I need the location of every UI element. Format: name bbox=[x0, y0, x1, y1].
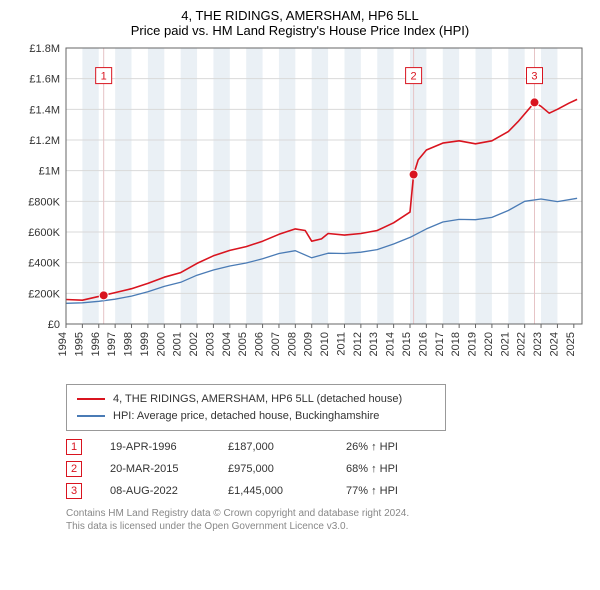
transaction-row: 3 08-AUG-2022 £1,445,000 77% ↑ HPI bbox=[66, 483, 588, 499]
legend-label: HPI: Average price, detached house, Buck… bbox=[113, 408, 379, 425]
transaction-date: 20-MAR-2015 bbox=[110, 463, 200, 475]
svg-text:£1.2M: £1.2M bbox=[29, 135, 60, 147]
legend-row: HPI: Average price, detached house, Buck… bbox=[77, 408, 435, 425]
title-line1: 4, THE RIDINGS, AMERSHAM, HP6 5LL bbox=[12, 8, 588, 23]
svg-text:2003: 2003 bbox=[204, 332, 216, 356]
svg-text:2019: 2019 bbox=[467, 332, 479, 356]
svg-text:1: 1 bbox=[101, 71, 107, 83]
svg-text:2009: 2009 bbox=[303, 332, 315, 356]
svg-text:1997: 1997 bbox=[106, 332, 118, 356]
legend-label: 4, THE RIDINGS, AMERSHAM, HP6 5LL (detac… bbox=[113, 391, 402, 408]
svg-text:2025: 2025 bbox=[565, 332, 577, 356]
chart: £0 £200K £400K £600K £800K £1M £1.2M £1.4M £1.6M… bbox=[12, 44, 588, 374]
svg-text:2014: 2014 bbox=[385, 332, 397, 356]
svg-text:2002: 2002 bbox=[188, 332, 200, 356]
legend-swatch bbox=[77, 398, 105, 400]
transaction-delta: 26% ↑ HPI bbox=[346, 441, 436, 453]
svg-text:2011: 2011 bbox=[335, 332, 347, 356]
footnote-line2: This data is licensed under the Open Gov… bbox=[66, 520, 588, 533]
svg-text:2007: 2007 bbox=[270, 332, 282, 356]
svg-text:£1.8M: £1.8M bbox=[29, 44, 60, 55]
title-line2: Price paid vs. HM Land Registry's House … bbox=[12, 23, 588, 38]
svg-text:2010: 2010 bbox=[319, 332, 331, 356]
svg-text:£200K: £200K bbox=[28, 288, 60, 300]
transactions-table: 1 19-APR-1996 £187,000 26% ↑ HPI 2 20-MAR-201… bbox=[66, 439, 588, 499]
page-container: 4, THE RIDINGS, AMERSHAM, HP6 5LL Price … bbox=[0, 0, 600, 590]
svg-text:2001: 2001 bbox=[172, 332, 184, 356]
svg-text:£0: £0 bbox=[48, 319, 60, 331]
svg-text:2012: 2012 bbox=[352, 332, 364, 356]
transaction-delta: 68% ↑ HPI bbox=[346, 463, 436, 475]
svg-text:1998: 1998 bbox=[123, 332, 135, 356]
legend: 4, THE RIDINGS, AMERSHAM, HP6 5LL (detac… bbox=[66, 384, 446, 431]
svg-text:2021: 2021 bbox=[499, 332, 511, 356]
svg-text:£1.4M: £1.4M bbox=[29, 104, 60, 116]
svg-text:£800K: £800K bbox=[28, 196, 60, 208]
transaction-row: 2 20-MAR-2015 £975,000 68% ↑ HPI bbox=[66, 461, 588, 477]
svg-text:2005: 2005 bbox=[237, 332, 249, 356]
transaction-price: £975,000 bbox=[228, 463, 318, 475]
svg-text:£1M: £1M bbox=[39, 166, 60, 178]
svg-text:2015: 2015 bbox=[401, 332, 413, 356]
svg-text:£400K: £400K bbox=[28, 258, 60, 270]
footnote-line1: Contains HM Land Registry data © Crown c… bbox=[66, 507, 588, 520]
transaction-marker: 3 bbox=[66, 483, 82, 499]
transaction-delta: 77% ↑ HPI bbox=[346, 485, 436, 497]
legend-swatch bbox=[77, 415, 105, 417]
svg-text:2018: 2018 bbox=[450, 332, 462, 356]
transaction-marker: 1 bbox=[66, 439, 82, 455]
svg-text:1996: 1996 bbox=[90, 332, 102, 356]
svg-text:1995: 1995 bbox=[73, 332, 85, 356]
svg-text:2013: 2013 bbox=[368, 332, 380, 356]
transaction-marker: 2 bbox=[66, 461, 82, 477]
svg-text:2020: 2020 bbox=[483, 332, 495, 356]
svg-text:1994: 1994 bbox=[57, 332, 69, 356]
transaction-price: £1,445,000 bbox=[228, 485, 318, 497]
chart-svg: £0 £200K £400K £600K £800K £1M £1.2M £1.4M £1.6M… bbox=[12, 44, 588, 374]
svg-text:£1.6M: £1.6M bbox=[29, 74, 60, 86]
svg-text:1999: 1999 bbox=[139, 332, 151, 356]
svg-text:2004: 2004 bbox=[221, 332, 233, 356]
svg-text:2: 2 bbox=[411, 71, 417, 83]
transaction-date: 19-APR-1996 bbox=[110, 441, 200, 453]
svg-text:2023: 2023 bbox=[532, 332, 544, 356]
svg-text:2000: 2000 bbox=[155, 332, 167, 356]
legend-row: 4, THE RIDINGS, AMERSHAM, HP6 5LL (detac… bbox=[77, 391, 435, 408]
svg-text:2016: 2016 bbox=[417, 332, 429, 356]
svg-text:2017: 2017 bbox=[434, 332, 446, 356]
svg-text:2024: 2024 bbox=[548, 332, 560, 356]
svg-text:2022: 2022 bbox=[516, 332, 528, 356]
svg-text:3: 3 bbox=[531, 71, 537, 83]
svg-text:2006: 2006 bbox=[254, 332, 266, 356]
transaction-date: 08-AUG-2022 bbox=[110, 485, 200, 497]
svg-text:£600K: £600K bbox=[28, 227, 60, 239]
footnote: Contains HM Land Registry data © Crown c… bbox=[66, 507, 588, 533]
transaction-row: 1 19-APR-1996 £187,000 26% ↑ HPI bbox=[66, 439, 588, 455]
transaction-price: £187,000 bbox=[228, 441, 318, 453]
svg-text:2008: 2008 bbox=[286, 332, 298, 356]
